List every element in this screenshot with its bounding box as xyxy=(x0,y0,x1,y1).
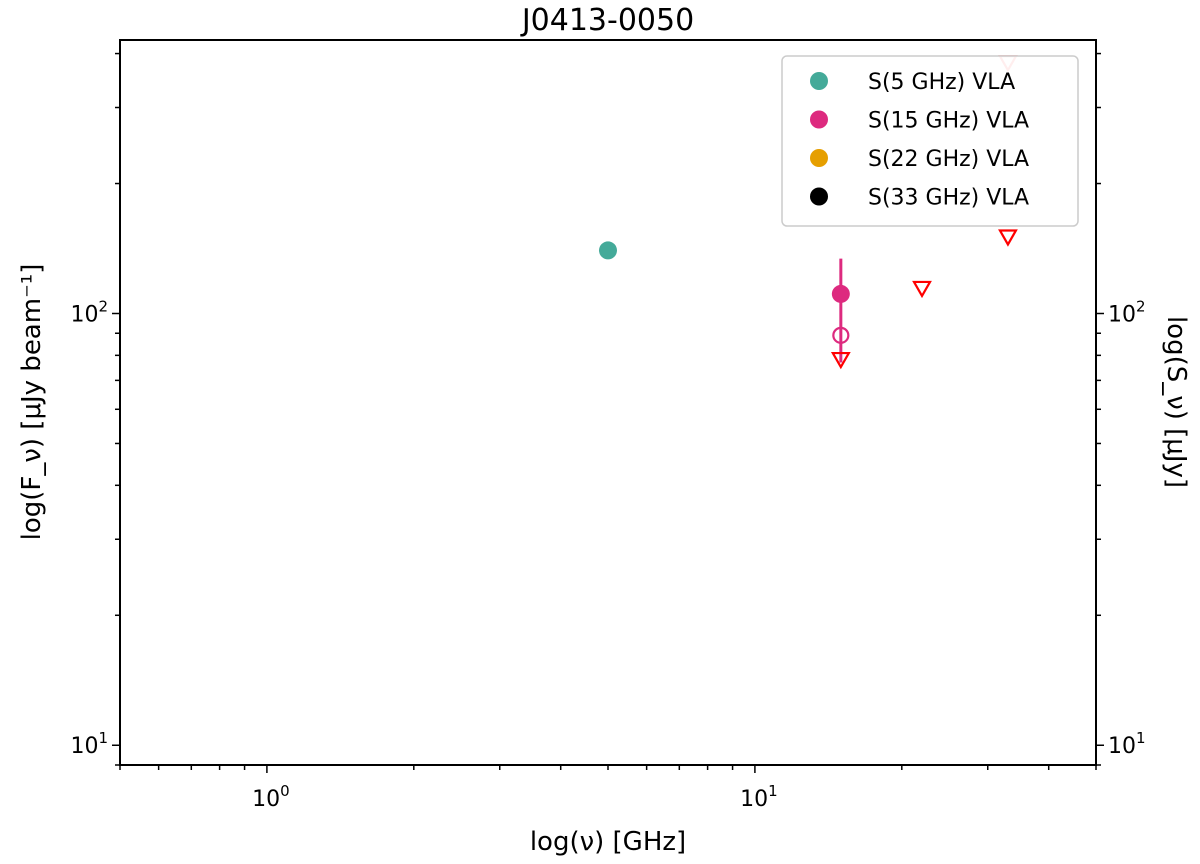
y-axis-label-left: log(F_ν) [μJy beam⁻¹] xyxy=(17,264,47,541)
axis-ticks: 100 101 101 101 102 102 xyxy=(70,52,1146,812)
upper-limit-marker xyxy=(830,351,851,370)
y-tick-label-right: 102 xyxy=(1108,297,1146,327)
legend-label: S(5 GHz) VLA xyxy=(868,70,1015,95)
legend-label: S(22 GHz) VLA xyxy=(868,147,1029,172)
legend-marker xyxy=(810,72,828,90)
legend-box xyxy=(781,55,1079,227)
legend: S(5 GHz) VLA S(15 GHz) VLA S(22 GHz) VLA S(… xyxy=(781,55,1079,227)
x-axis-label: log(ν) [GHz] xyxy=(530,827,686,857)
y-axis-label-right: log(S_ν) [μJy] xyxy=(1161,316,1191,488)
legend-marker xyxy=(810,149,828,167)
data-marks xyxy=(599,55,1018,370)
y-tick-label-left: 101 xyxy=(70,729,108,759)
legend-marker xyxy=(810,110,828,129)
data-point-open xyxy=(832,326,850,344)
upper-limit-marker xyxy=(998,229,1018,247)
x-tick-label: 101 xyxy=(740,782,778,812)
data-point xyxy=(831,284,850,303)
data-point xyxy=(599,241,617,260)
chart-title: J0413-0050 xyxy=(520,3,694,38)
legend-marker xyxy=(810,187,828,206)
y-tick-label-right: 101 xyxy=(1108,729,1146,759)
x-tick-label: 100 xyxy=(252,782,290,812)
y-tick-label-left: 102 xyxy=(70,297,108,327)
legend-label: S(15 GHz) VLA xyxy=(868,109,1029,134)
legend-label: S(33 GHz) VLA xyxy=(868,186,1029,211)
upper-limit-marker xyxy=(912,280,932,299)
